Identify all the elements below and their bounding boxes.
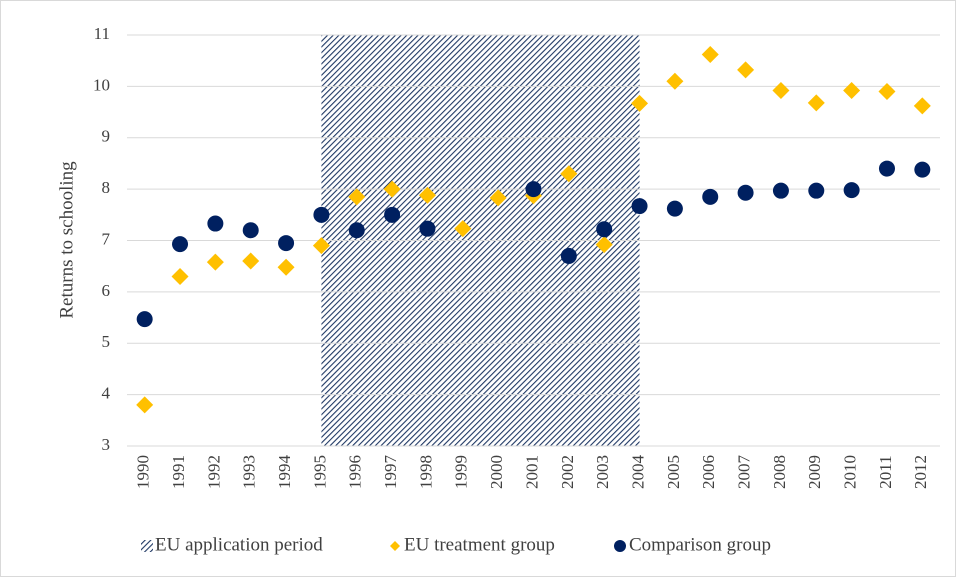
circle-marker: [419, 220, 436, 237]
x-tick-label: 1999: [452, 455, 471, 489]
diamond-marker: [737, 61, 755, 79]
y-tick-label: 11: [94, 24, 110, 43]
x-tick-label: 1994: [275, 455, 294, 490]
diamond-marker: [666, 72, 684, 90]
circle-marker: [666, 200, 683, 217]
diamond-marker: [807, 94, 825, 112]
circle-marker: [772, 182, 789, 199]
diamond-marker: [136, 396, 154, 414]
diamond-marker: [878, 83, 896, 101]
circle-marker: [631, 198, 648, 215]
x-tick-label: 1992: [204, 455, 223, 489]
diamond-marker: [595, 236, 613, 254]
x-tick-label: 1997: [381, 455, 400, 490]
x-tick-label: 2010: [841, 455, 860, 489]
x-tick-label: 1990: [134, 455, 153, 489]
y-tick-label: 5: [102, 332, 111, 351]
diamond-marker: [383, 180, 401, 198]
x-tick-label: 2008: [770, 455, 789, 489]
circle-marker: [172, 236, 189, 253]
x-tick-label: 1998: [416, 455, 435, 489]
y-tick-label: 9: [102, 127, 111, 146]
x-tick-label: 1991: [169, 455, 188, 489]
y-tick-label: 3: [102, 435, 111, 454]
diamond-marker: [913, 97, 931, 115]
diamond-marker: [454, 220, 472, 238]
x-tick-label: 2012: [911, 455, 930, 489]
legend-swatch: [614, 540, 626, 552]
diamond-marker: [418, 186, 436, 204]
circle-marker: [207, 215, 224, 232]
circle-marker: [525, 181, 542, 198]
circle-marker: [348, 222, 365, 239]
circle-marker: [242, 222, 259, 239]
x-tick-label: 2006: [699, 455, 718, 489]
circle-marker: [702, 188, 719, 205]
circle-marker: [808, 182, 825, 199]
circle-marker: [878, 160, 895, 177]
legend-label: Comparison group: [629, 534, 771, 555]
x-tick-label: 2000: [487, 455, 506, 489]
legend-label: EU application period: [155, 534, 323, 555]
circle-marker: [914, 161, 931, 178]
diamond-marker: [489, 189, 507, 207]
circle-marker: [313, 206, 330, 223]
y-axis-label: Returns to schooling: [56, 161, 77, 319]
diamond-marker: [171, 267, 189, 285]
diamond-marker: [631, 94, 649, 112]
y-tick-label: 7: [102, 229, 111, 248]
diamond-marker: [277, 258, 295, 276]
y-tick-label: 10: [93, 75, 110, 94]
legend-swatch: [390, 541, 400, 551]
circle-marker: [596, 221, 613, 238]
x-tick-label: 2005: [664, 455, 683, 489]
diamond-marker: [701, 46, 719, 64]
legend-label: EU treatment group: [404, 534, 555, 555]
diamond-marker: [772, 81, 790, 99]
circle-marker: [278, 235, 295, 252]
x-tick-label: 2009: [805, 455, 824, 489]
diamond-marker: [242, 252, 260, 270]
x-tick-label: 2003: [593, 455, 612, 489]
x-tick-label: 2011: [876, 455, 895, 488]
x-tick-label: 2001: [522, 455, 541, 489]
circle-marker: [843, 182, 860, 199]
circle-marker: [384, 206, 401, 223]
circle-marker: [136, 311, 153, 328]
x-tick-label: 2004: [628, 455, 647, 490]
x-tick-label: 1995: [310, 455, 329, 489]
diamond-marker: [312, 237, 330, 255]
x-tick-label: 2002: [558, 455, 577, 489]
y-tick-label: 8: [102, 178, 111, 197]
y-tick-label: 4: [102, 384, 111, 403]
diamond-marker: [348, 188, 366, 206]
diamond-marker: [560, 165, 578, 183]
x-tick-label: 1993: [240, 455, 259, 489]
circle-marker: [737, 184, 754, 201]
x-tick-label: 2007: [734, 455, 753, 490]
y-tick-label: 6: [102, 281, 111, 300]
diamond-marker: [206, 253, 224, 271]
legend-swatch: [141, 540, 153, 552]
circle-marker: [560, 247, 577, 264]
x-tick-label: 1996: [346, 455, 365, 489]
diamond-marker: [843, 81, 861, 99]
